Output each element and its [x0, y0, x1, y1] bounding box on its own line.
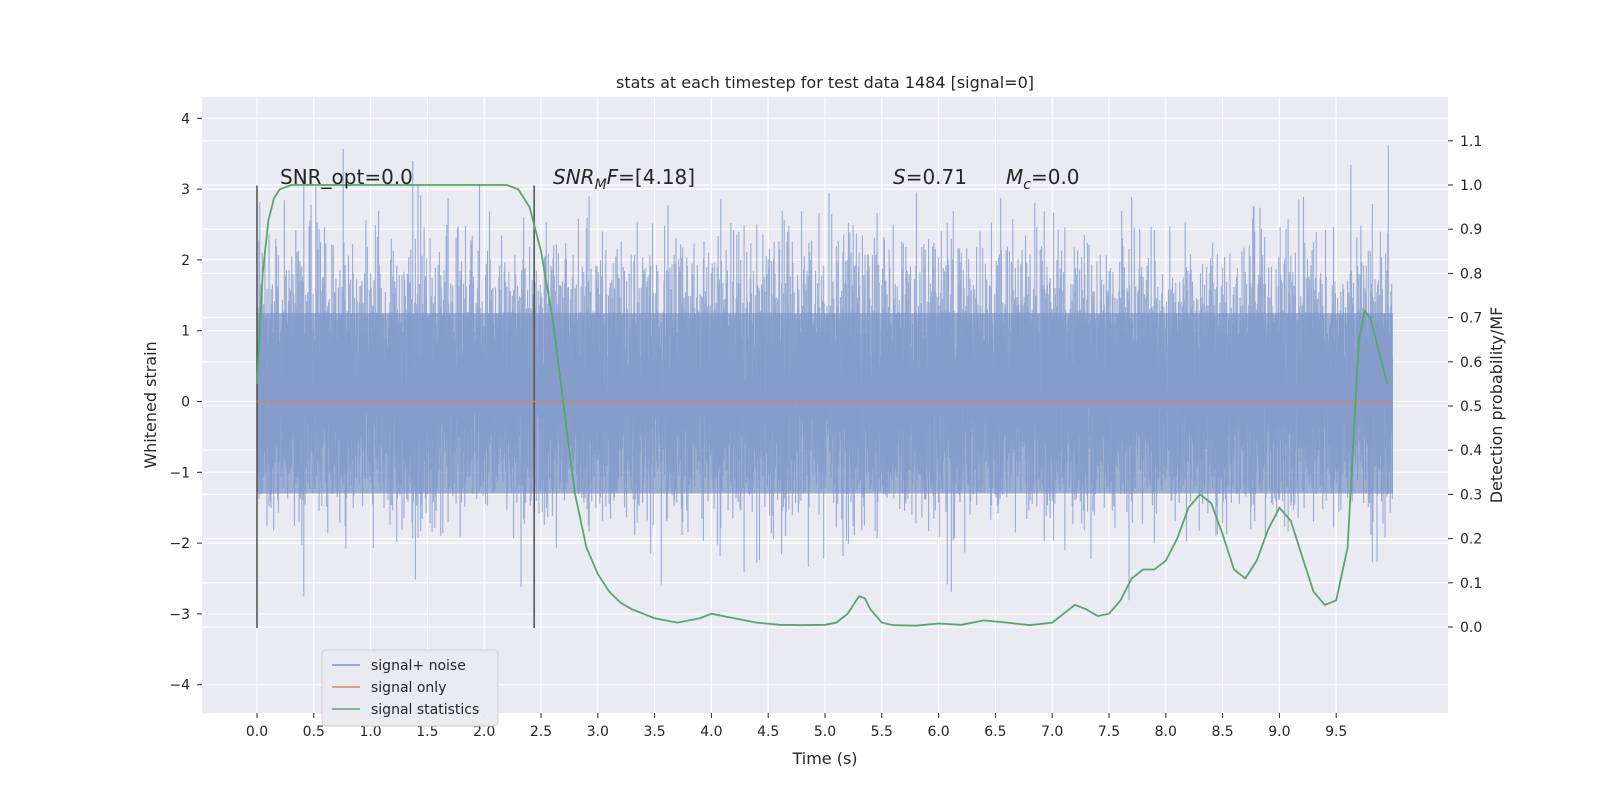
- x-tick-label: 8.5: [1211, 724, 1233, 740]
- y2-axis-label: Detection probability/MF: [1487, 307, 1506, 504]
- y2-axis-ticks: 1.1 1.0 0.9 0.8 0.7 0.6 0.5 0.4 0.3 0.2 0.1 0.0: [1448, 134, 1482, 636]
- x-tick-label: 1.0: [359, 724, 381, 740]
- x-axis-label: Time (s): [791, 749, 857, 768]
- x-tick-label: 9.5: [1325, 724, 1347, 740]
- y2-tick-label: 0.3: [1460, 487, 1482, 503]
- y-tick-label: 4: [181, 111, 190, 127]
- annotation-snr-opt: SNR_opt=0.0: [280, 165, 413, 189]
- x-tick-label: 5.0: [814, 724, 836, 740]
- x-tick-label: 3.5: [643, 724, 665, 740]
- x-tick-label: 7.5: [1098, 724, 1120, 740]
- snr-mf-mid: F: [607, 165, 619, 189]
- y2-tick-label: 0.4: [1460, 443, 1482, 459]
- series-signal-statistics: [256, 184, 1389, 627]
- vertical-markers: [256, 185, 535, 629]
- x-tick-label: 7.0: [1041, 724, 1063, 740]
- x-tick-label: 0.5: [303, 724, 325, 740]
- legend: signal+ noise signal only signal statist…: [321, 649, 499, 727]
- x-tick-label: 9.0: [1268, 724, 1290, 740]
- x-axis-ticks: 0.0 0.5 1.0 1.5 2.0 2.5 3.0 3.5 4.0 4.5 5.0 5.5 6.0 6…: [246, 713, 1347, 740]
- y-axis-ticks: 4 3 2 1 0 −1 −2 −3 −4: [169, 111, 202, 694]
- y-tick-label: −1: [169, 465, 190, 481]
- y2-tick-label: 0.7: [1460, 311, 1482, 327]
- annotation-snr-mf: SNRMF=[4.18]: [553, 165, 695, 193]
- annotation-s: S=0.71: [893, 165, 967, 189]
- x-tick-label: 1.5: [416, 724, 438, 740]
- y2-tick-label: 0.9: [1460, 222, 1482, 238]
- y2-tick-label: 0.6: [1460, 355, 1482, 371]
- x-tick-label: 3.0: [587, 724, 609, 740]
- series-signal-plus-noise: [256, 145, 1393, 601]
- mc-value: =0.0: [1031, 165, 1080, 189]
- s-symbol: S: [893, 165, 906, 189]
- x-tick-label: 2.0: [473, 724, 495, 740]
- y2-tick-label: 0.0: [1460, 620, 1482, 636]
- y-tick-label: −4: [169, 678, 190, 694]
- legend-label-signal: signal only: [371, 680, 446, 696]
- y-tick-label: −3: [169, 607, 190, 623]
- chart-title: stats at each timestep for test data 148…: [616, 73, 1034, 92]
- y2-tick-label: 0.8: [1460, 266, 1482, 282]
- snr-mf-sub: M: [595, 177, 607, 193]
- x-tick-label: 0.0: [246, 724, 268, 740]
- mc-base: M: [1006, 165, 1023, 189]
- x-tick-label: 6.0: [927, 724, 949, 740]
- x-tick-label: 8.0: [1155, 724, 1177, 740]
- legend-label-noise: signal+ noise: [371, 658, 466, 674]
- y-tick-label: −2: [169, 536, 190, 552]
- annotation-mc: Mc=0.0: [1006, 165, 1080, 193]
- mc-sub: c: [1023, 177, 1031, 193]
- y-tick-label: 1: [181, 324, 190, 340]
- legend-box: [321, 649, 499, 727]
- y2-tick-label: 1.1: [1460, 134, 1482, 150]
- y-tick-label: 0: [181, 395, 190, 411]
- x-tick-label: 2.5: [530, 724, 552, 740]
- s-value: =0.71: [906, 165, 967, 189]
- x-tick-label: 4.5: [757, 724, 779, 740]
- y2-tick-label: 0.5: [1460, 399, 1482, 415]
- y-tick-label: 2: [181, 253, 190, 269]
- snr-mf-value: =[4.18]: [618, 165, 695, 189]
- x-tick-label: 6.5: [984, 724, 1006, 740]
- y2-tick-label: 0.2: [1460, 532, 1482, 548]
- y2-tick-label: 1.0: [1460, 178, 1482, 194]
- y-tick-label: 3: [181, 182, 190, 198]
- legend-label-stats: signal statistics: [371, 702, 479, 718]
- signal-statistics-line: [256, 184, 1389, 627]
- y-axis-label: Whitened strain: [141, 341, 160, 468]
- x-tick-label: 4.0: [700, 724, 722, 740]
- snr-mf-base: SNR: [553, 165, 595, 189]
- x-tick-label: 5.5: [871, 724, 893, 740]
- y2-tick-label: 0.1: [1460, 576, 1482, 592]
